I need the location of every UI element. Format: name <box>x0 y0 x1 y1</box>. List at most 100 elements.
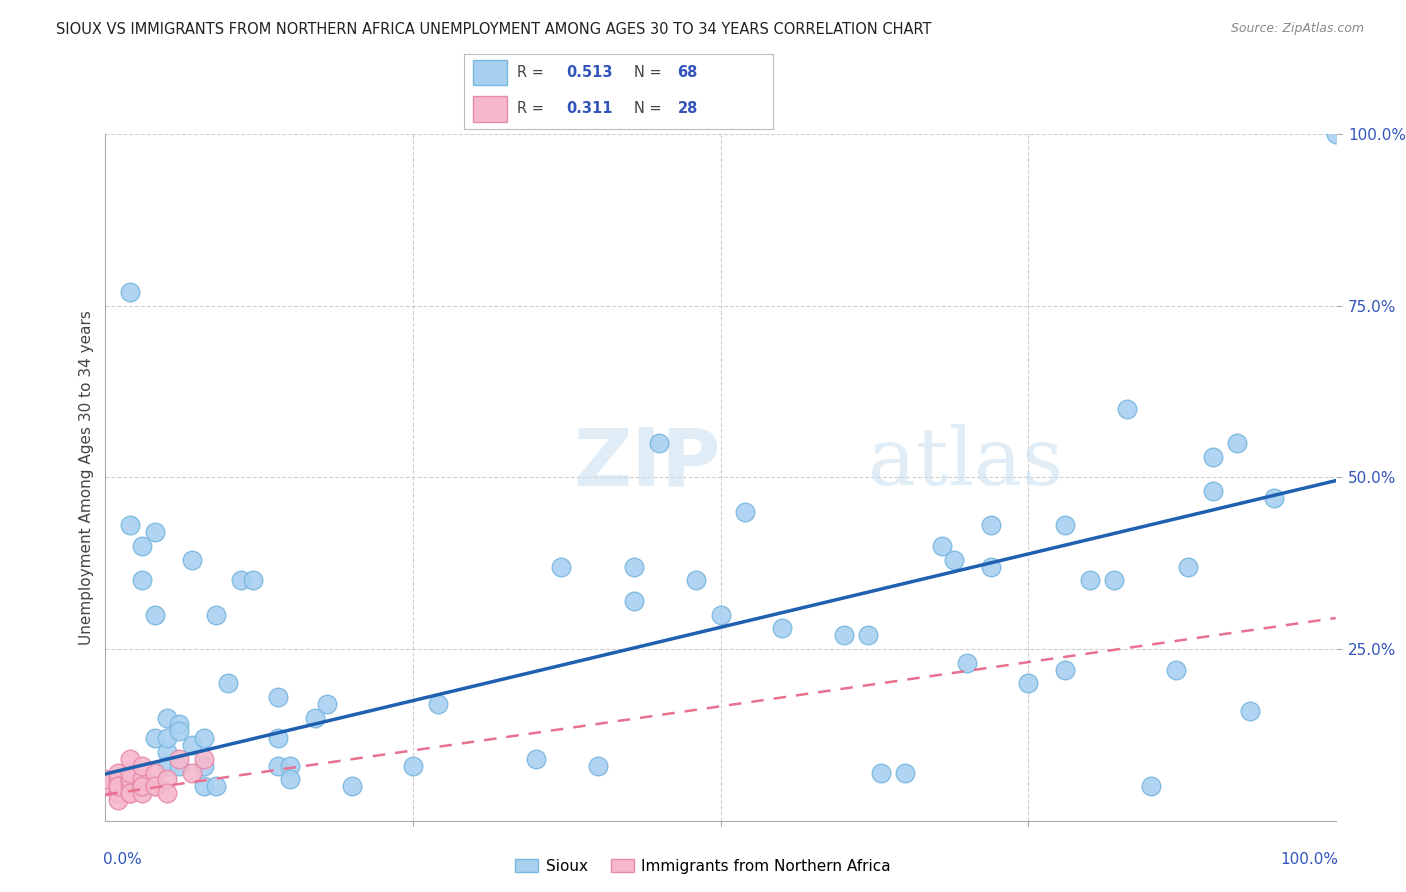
Point <box>340 780 363 794</box>
Point <box>169 758 191 772</box>
Point <box>156 758 179 772</box>
Point <box>1078 574 1101 588</box>
Point <box>980 559 1002 574</box>
Point <box>524 752 547 766</box>
Point <box>1202 450 1225 464</box>
Point <box>143 780 166 794</box>
Point <box>120 786 141 800</box>
Point <box>193 758 215 772</box>
Point <box>120 752 141 766</box>
Text: 68: 68 <box>678 65 697 80</box>
Point <box>120 285 141 299</box>
Point <box>1202 483 1225 498</box>
Point <box>858 628 880 642</box>
Point <box>931 539 953 553</box>
Point <box>131 780 153 794</box>
Point <box>550 559 572 574</box>
Point <box>156 731 179 746</box>
Point <box>107 772 129 787</box>
Point <box>131 574 153 588</box>
Point <box>143 525 166 540</box>
Point <box>180 738 202 752</box>
Point <box>143 780 166 794</box>
Text: R =: R = <box>516 102 548 116</box>
Point <box>304 710 326 724</box>
Point <box>1054 518 1077 533</box>
Text: 0.311: 0.311 <box>567 102 613 116</box>
Bar <box>474 60 508 86</box>
Point <box>710 607 733 622</box>
Point <box>315 697 337 711</box>
Point <box>169 752 191 766</box>
Point <box>623 559 645 574</box>
Point <box>1177 559 1199 574</box>
Point <box>107 793 129 807</box>
Point <box>107 765 129 780</box>
Text: Source: ZipAtlas.com: Source: ZipAtlas.com <box>1230 22 1364 36</box>
Point <box>120 518 141 533</box>
Point <box>156 745 179 759</box>
Text: N =: N = <box>634 65 666 80</box>
Point <box>120 765 141 780</box>
Point <box>180 552 202 566</box>
Point <box>131 758 153 772</box>
Point <box>685 574 707 588</box>
Y-axis label: Unemployment Among Ages 30 to 34 years: Unemployment Among Ages 30 to 34 years <box>79 310 94 645</box>
Point <box>1017 676 1039 690</box>
Point <box>1263 491 1285 505</box>
Point <box>980 518 1002 533</box>
Point <box>770 621 793 635</box>
Point <box>143 765 166 780</box>
Point <box>426 697 449 711</box>
Point <box>267 758 290 772</box>
Point <box>1054 663 1077 677</box>
Point <box>586 758 609 772</box>
Legend: Sioux, Immigrants from Northern Africa: Sioux, Immigrants from Northern Africa <box>509 853 897 880</box>
Point <box>1324 127 1347 141</box>
Point <box>402 758 425 772</box>
Point <box>1239 704 1261 718</box>
Point <box>218 676 240 690</box>
Text: 0.513: 0.513 <box>567 65 613 80</box>
Point <box>193 752 215 766</box>
Point <box>1102 574 1125 588</box>
Point <box>156 786 179 800</box>
Point <box>193 731 215 746</box>
Point <box>242 574 264 588</box>
Point <box>120 772 141 787</box>
Point <box>943 552 966 566</box>
Point <box>143 731 166 746</box>
Point <box>193 780 215 794</box>
Text: atlas: atlas <box>869 425 1063 502</box>
Point <box>267 690 290 704</box>
Point <box>956 656 979 670</box>
Text: 100.0%: 100.0% <box>1279 852 1339 866</box>
Point <box>107 780 129 794</box>
Point <box>94 780 117 794</box>
Point <box>143 607 166 622</box>
Point <box>94 772 117 787</box>
Point <box>734 505 756 519</box>
Point <box>169 724 191 739</box>
Point <box>229 574 252 588</box>
Text: 0.0%: 0.0% <box>103 852 142 866</box>
Point <box>894 765 917 780</box>
Point <box>169 717 191 731</box>
Point <box>180 765 202 780</box>
Point <box>131 780 153 794</box>
Point <box>278 772 301 787</box>
Point <box>156 772 179 787</box>
Point <box>131 539 153 553</box>
Point <box>156 710 179 724</box>
Text: N =: N = <box>634 102 666 116</box>
Point <box>1115 401 1137 416</box>
Point <box>120 786 141 800</box>
Point <box>107 786 129 800</box>
Point <box>205 607 228 622</box>
Text: 28: 28 <box>678 102 697 116</box>
Point <box>278 758 301 772</box>
Point <box>120 780 141 794</box>
Point <box>623 594 645 608</box>
Point <box>267 731 290 746</box>
Point <box>205 780 228 794</box>
